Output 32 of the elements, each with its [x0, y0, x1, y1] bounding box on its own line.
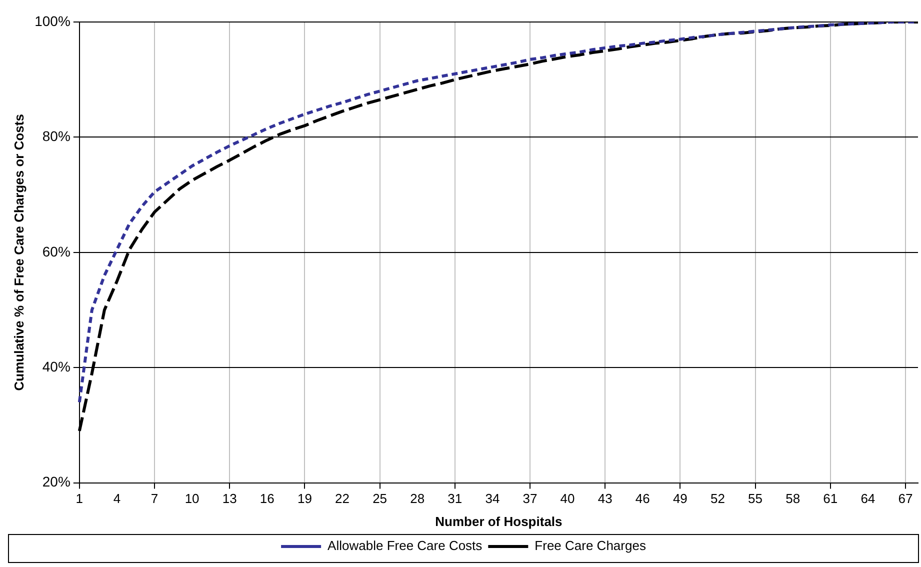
- y-tick-label: 40%: [42, 358, 70, 374]
- y-tick-label: 100%: [34, 12, 70, 29]
- x-axis-title: Number of Hospitals: [435, 514, 562, 529]
- y-tick-label: 80%: [42, 128, 70, 144]
- x-tick-label: 67: [898, 491, 913, 506]
- x-tick-label: 28: [410, 491, 425, 506]
- x-tick-label: 61: [823, 491, 838, 506]
- x-tick-label: 55: [748, 491, 763, 506]
- x-tick-label: 52: [710, 491, 725, 506]
- x-tick-label: 64: [860, 491, 876, 506]
- x-tick-label: 1: [76, 491, 84, 506]
- x-tick-label: 58: [786, 491, 800, 506]
- x-tick-label: 34: [485, 491, 500, 506]
- x-tick-label: 37: [522, 491, 538, 506]
- legend-label: Allowable Free Care Costs: [328, 538, 483, 554]
- x-tick-label: 10: [184, 491, 200, 506]
- legend-label: Free Care Charges: [534, 538, 646, 554]
- x-tick-label: 19: [297, 491, 312, 506]
- x-tick-label: 25: [372, 491, 388, 506]
- x-tick-label: 4: [113, 491, 121, 506]
- x-tick-label: 43: [598, 491, 612, 506]
- x-tick-label: 7: [150, 491, 158, 506]
- y-axis-title: Cumulative % of Free Care Charges or Costs: [11, 114, 26, 391]
- x-tick-label: 31: [448, 491, 462, 506]
- x-tick-label: 49: [672, 491, 688, 506]
- x-tick-label: 16: [260, 491, 274, 506]
- x-tick-label: 40: [560, 491, 575, 506]
- y-tick-label: 60%: [42, 243, 70, 260]
- x-tick-label: 22: [335, 491, 350, 506]
- x-tick-label: 13: [222, 491, 237, 506]
- x-tick-label: 46: [635, 491, 650, 506]
- y-tick-label: 20%: [42, 474, 70, 490]
